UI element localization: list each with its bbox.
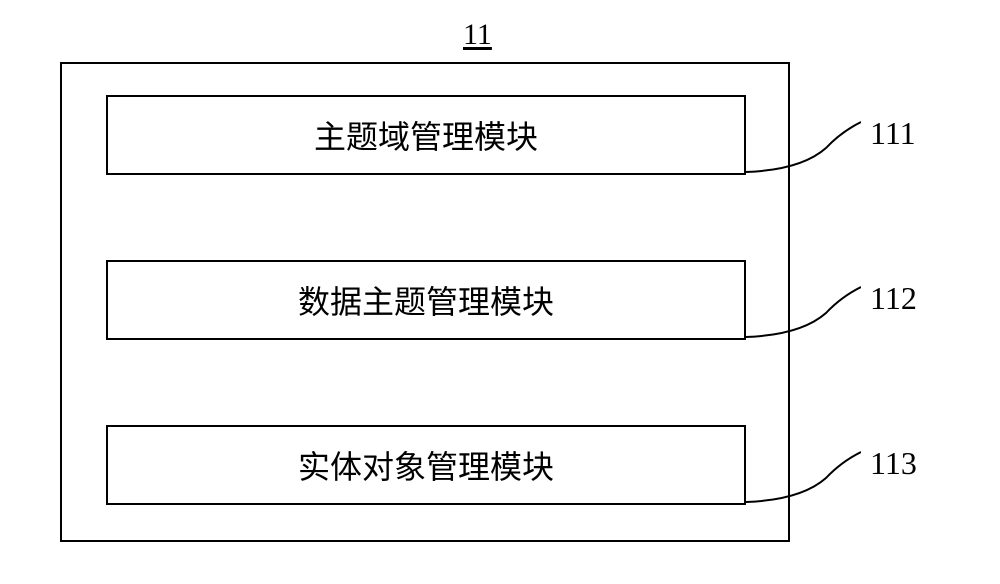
module-label-2: 数据主题管理模块 xyxy=(298,277,554,323)
callout-label-1: 111 xyxy=(870,115,916,152)
callout-curve-3 xyxy=(746,450,861,505)
diagram-title: 11 xyxy=(463,18,492,52)
callout-curve-2 xyxy=(746,285,861,340)
callout-label-2: 112 xyxy=(870,280,917,317)
callout-label-3: 113 xyxy=(870,445,917,482)
module-label-1: 主题域管理模块 xyxy=(314,112,538,158)
module-box-3: 实体对象管理模块 xyxy=(106,425,746,505)
callout-curve-1 xyxy=(746,120,861,175)
module-label-3: 实体对象管理模块 xyxy=(298,442,554,488)
module-box-1: 主题域管理模块 xyxy=(106,95,746,175)
module-box-2: 数据主题管理模块 xyxy=(106,260,746,340)
